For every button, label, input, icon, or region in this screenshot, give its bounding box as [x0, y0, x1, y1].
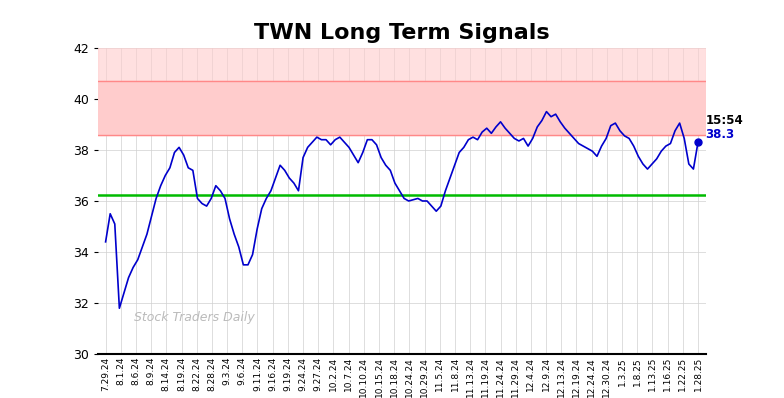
Title: TWN Long Term Signals: TWN Long Term Signals [254, 23, 550, 43]
Text: 38.3: 38.3 [706, 128, 735, 141]
Bar [98, 35, 706, 81]
Text: 15:54: 15:54 [706, 114, 743, 127]
Text: Stock Traders Daily: Stock Traders Daily [135, 310, 256, 324]
Bar [98, 81, 706, 135]
